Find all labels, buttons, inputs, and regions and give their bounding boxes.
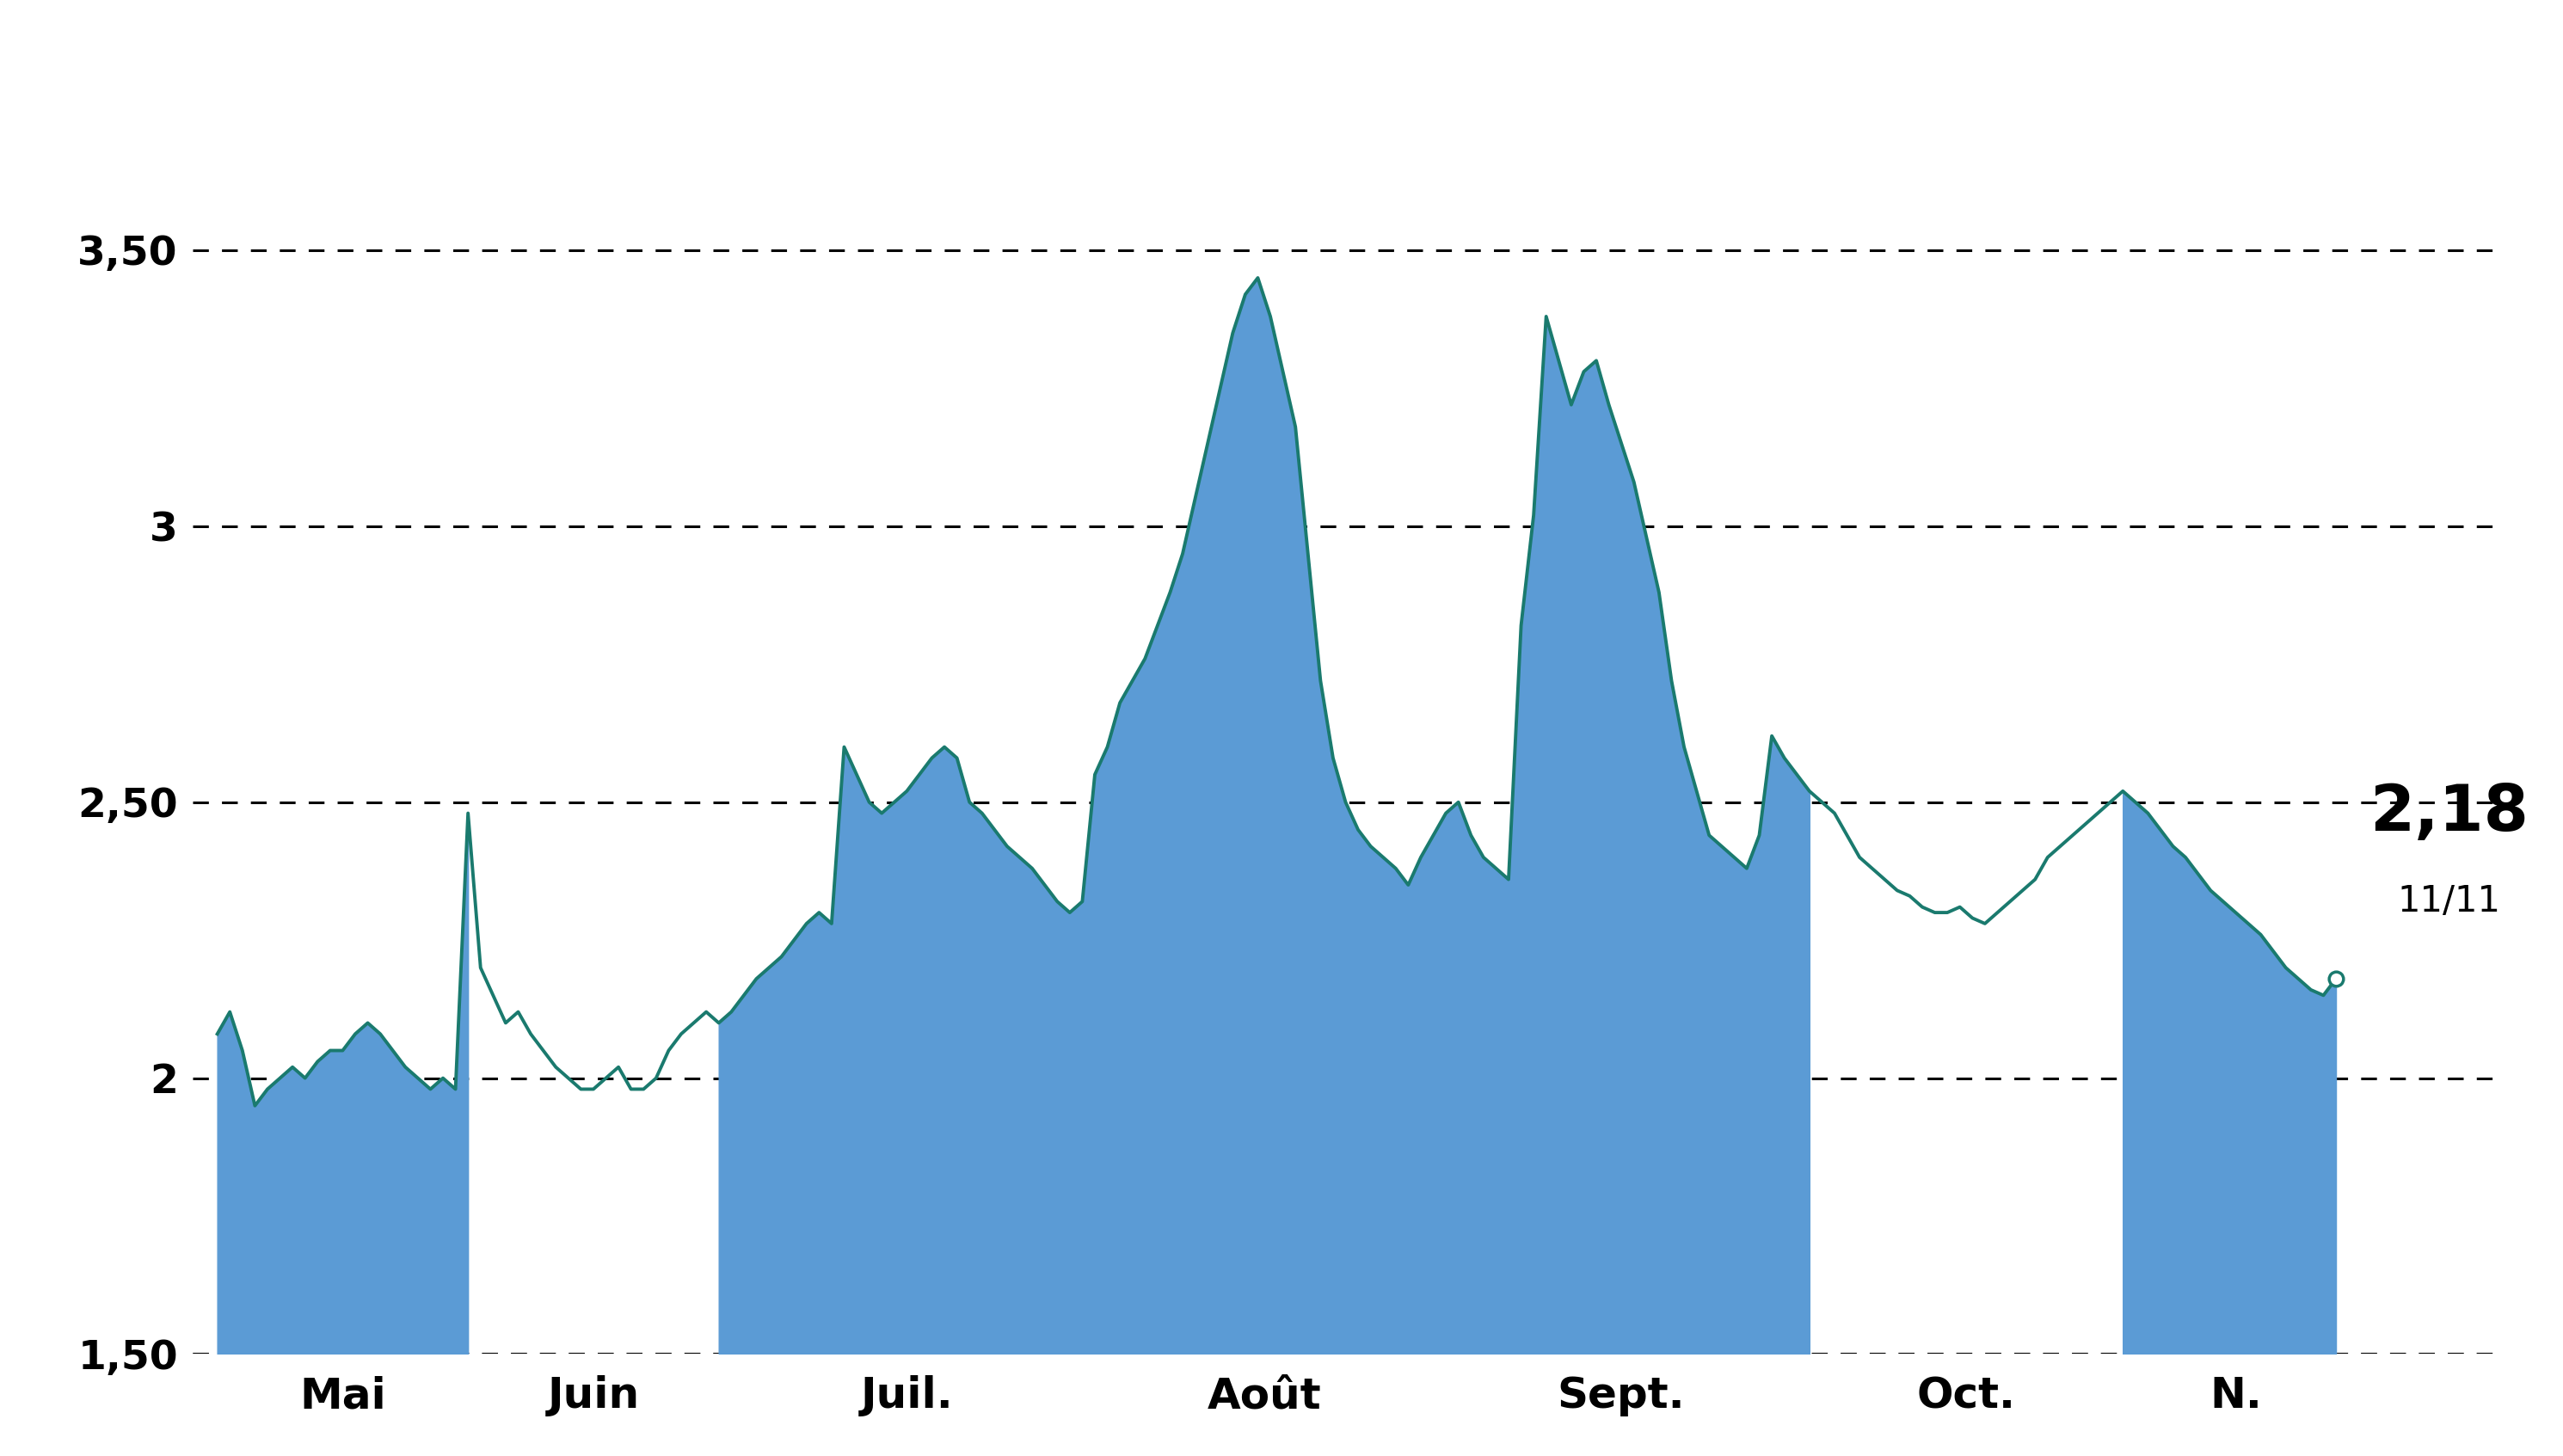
Text: 2,18: 2,18 [2368,782,2527,844]
Text: Monogram Orthopaedics, Inc.: Monogram Orthopaedics, Inc. [484,31,2079,122]
Text: 11/11: 11/11 [2396,884,2501,920]
